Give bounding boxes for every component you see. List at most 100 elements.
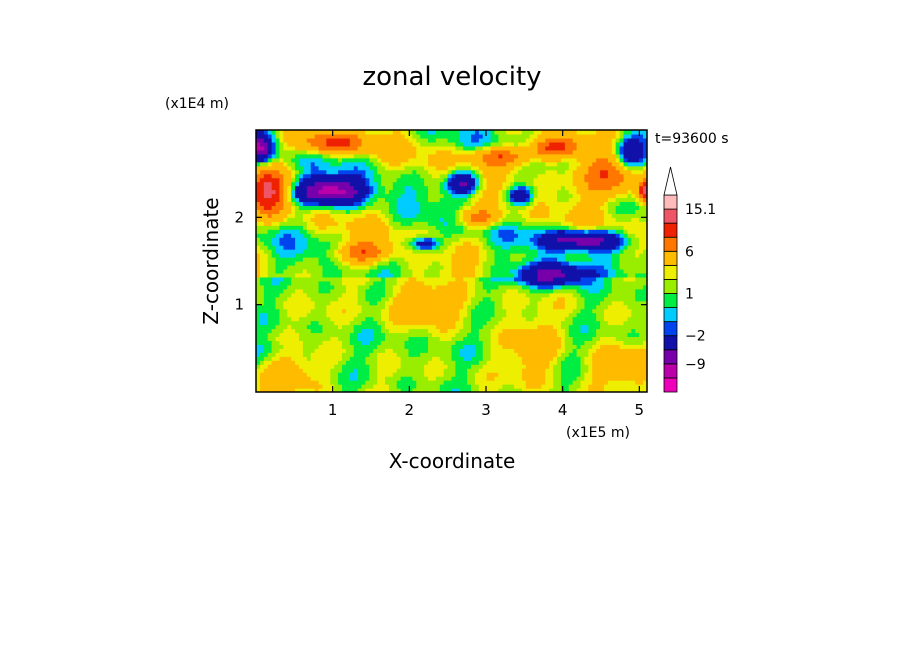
field-cell bbox=[271, 332, 277, 338]
field-cell bbox=[478, 388, 484, 392]
field-cell bbox=[349, 376, 355, 381]
field-cell bbox=[463, 241, 468, 246]
field-cell bbox=[306, 189, 312, 195]
field-cell bbox=[299, 253, 304, 258]
field-cell bbox=[455, 368, 460, 373]
field-cell bbox=[545, 288, 550, 294]
field-cell bbox=[275, 344, 281, 349]
field-cell bbox=[338, 284, 343, 290]
field-cell bbox=[443, 217, 449, 222]
field-cell bbox=[353, 177, 359, 183]
field-cell bbox=[435, 308, 441, 314]
field-cell bbox=[342, 332, 347, 338]
field-cell bbox=[467, 145, 472, 151]
field-cell bbox=[381, 288, 386, 294]
field-cell bbox=[369, 245, 374, 250]
field-cell bbox=[302, 320, 308, 326]
field-cell bbox=[388, 332, 394, 338]
field-cell bbox=[385, 137, 390, 143]
field-cell bbox=[388, 237, 394, 242]
field-cell bbox=[314, 197, 320, 203]
field-cell bbox=[338, 205, 343, 210]
field-cell bbox=[326, 316, 331, 322]
field-cell bbox=[549, 276, 554, 282]
field-cell bbox=[349, 360, 355, 365]
field-cell bbox=[447, 352, 453, 357]
field-cell bbox=[263, 209, 269, 214]
field-cell bbox=[545, 264, 550, 270]
field-cell bbox=[283, 261, 288, 266]
field-cell bbox=[377, 268, 382, 274]
field-cell bbox=[498, 344, 503, 349]
field-cell bbox=[279, 137, 284, 143]
field-cell bbox=[349, 372, 355, 377]
field-cell bbox=[400, 316, 406, 322]
field-cell bbox=[443, 181, 449, 187]
field-cell bbox=[404, 237, 410, 242]
field-cell bbox=[455, 217, 460, 222]
field-cell bbox=[451, 237, 457, 242]
field-cell bbox=[412, 149, 417, 155]
field-cell bbox=[271, 153, 277, 159]
field-cell bbox=[549, 241, 554, 246]
field-cell bbox=[314, 388, 320, 392]
field-cell bbox=[502, 201, 507, 207]
field-cell bbox=[361, 296, 367, 302]
field-cell bbox=[439, 328, 445, 334]
field-cell bbox=[373, 372, 378, 377]
field-cell bbox=[349, 153, 355, 159]
field-cell bbox=[506, 157, 511, 163]
field-cell bbox=[345, 264, 351, 270]
field-cell bbox=[494, 133, 500, 139]
field-cell bbox=[533, 368, 539, 373]
field-cell bbox=[322, 189, 327, 195]
field-cell bbox=[502, 225, 507, 230]
field-cell bbox=[424, 197, 429, 203]
field-cell bbox=[490, 272, 496, 278]
field-cell bbox=[537, 368, 543, 373]
field-cell bbox=[431, 388, 437, 392]
field-cell bbox=[533, 320, 539, 326]
field-cell bbox=[259, 348, 265, 353]
field-cell bbox=[471, 181, 476, 187]
field-cell bbox=[361, 181, 367, 187]
field-cell bbox=[467, 320, 472, 326]
field-cell bbox=[373, 205, 378, 210]
field-cell bbox=[279, 225, 284, 230]
field-cell bbox=[310, 356, 316, 361]
field-cell bbox=[396, 201, 402, 207]
field-cell bbox=[396, 221, 402, 226]
field-cell bbox=[474, 181, 480, 187]
field-cell bbox=[459, 249, 464, 254]
field-cell bbox=[525, 308, 531, 314]
field-cell bbox=[279, 360, 284, 365]
field-cell bbox=[299, 296, 304, 302]
field-cell bbox=[353, 205, 359, 210]
field-cell bbox=[349, 257, 355, 262]
field-cell bbox=[291, 141, 296, 147]
field-cell bbox=[349, 328, 355, 334]
field-cell bbox=[256, 268, 261, 274]
field-cell bbox=[357, 268, 363, 274]
field-cell bbox=[478, 316, 484, 322]
field-cell bbox=[549, 253, 554, 258]
field-cell bbox=[353, 348, 359, 353]
field-cell bbox=[310, 324, 316, 330]
field-cell bbox=[275, 189, 281, 195]
field-cell bbox=[291, 272, 296, 278]
field-cell bbox=[424, 149, 429, 155]
field-cell bbox=[431, 380, 437, 385]
field-cell bbox=[314, 364, 320, 369]
field-cell bbox=[408, 237, 413, 242]
field-cell bbox=[541, 181, 546, 187]
field-cell bbox=[463, 336, 468, 341]
field-cell bbox=[291, 344, 296, 349]
field-cell bbox=[510, 276, 515, 282]
field-cell bbox=[541, 264, 546, 270]
field-cell bbox=[259, 284, 265, 290]
field-cell bbox=[541, 253, 546, 258]
field-cell bbox=[295, 332, 300, 338]
field-cell bbox=[455, 173, 460, 179]
field-cell bbox=[330, 221, 335, 226]
field-cell bbox=[256, 157, 261, 163]
